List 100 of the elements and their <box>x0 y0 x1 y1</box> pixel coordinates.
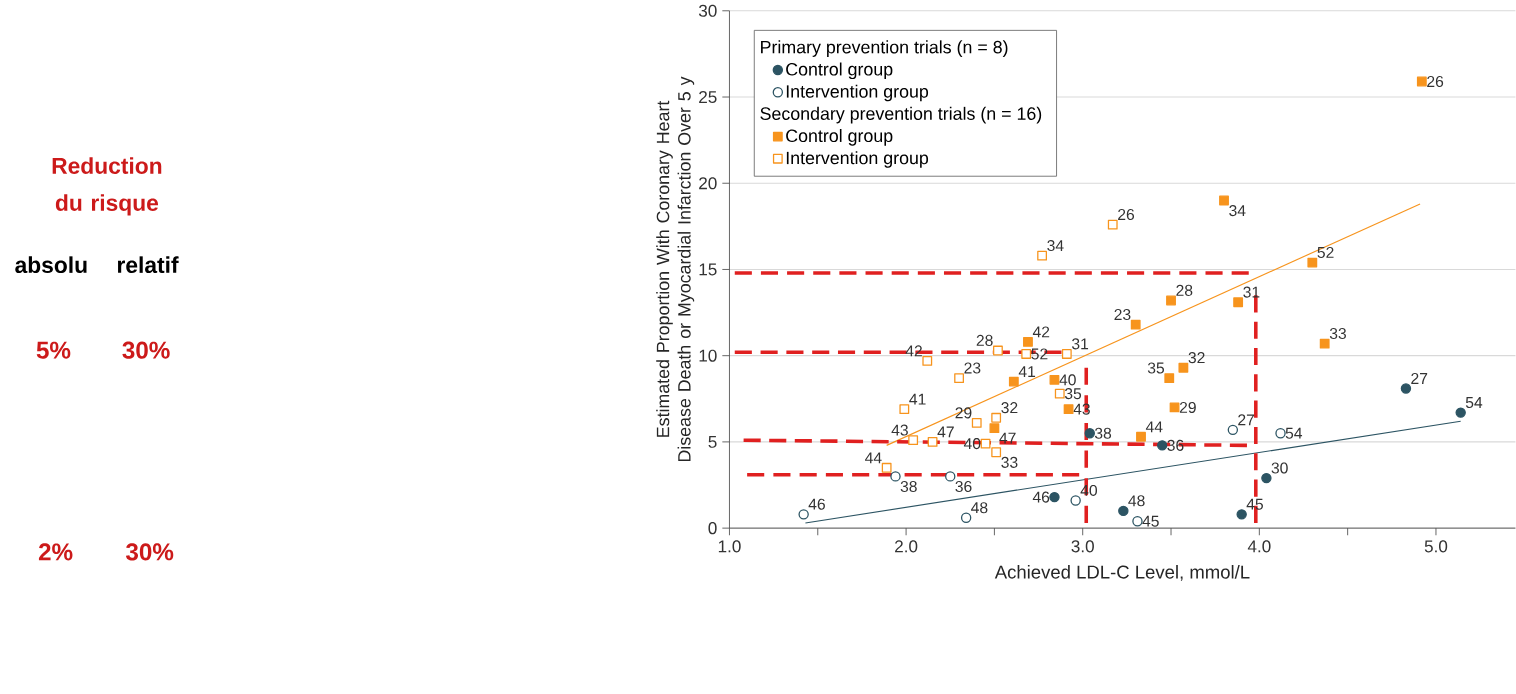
annotation: 26 <box>1427 76 1444 88</box>
y-tick-label: 25 <box>699 91 717 104</box>
y-axis-title: Estimated Proportion With Coronary Heart Disease Death or Myocardial Infarction Over 5 y <box>656 76 695 462</box>
annotation: 45 <box>1246 499 1263 510</box>
x-tick-label: 1.0 <box>718 540 741 553</box>
point <box>1227 424 1239 436</box>
point <box>1156 440 1168 451</box>
annotation: 43 <box>1073 403 1090 415</box>
annotation: 44 <box>1145 421 1163 433</box>
text: 5% <box>36 341 71 359</box>
annotation: 27 <box>1238 414 1255 426</box>
point <box>1049 492 1060 503</box>
text: Reduction du risque <box>52 157 162 216</box>
point <box>1021 349 1032 360</box>
point <box>1130 319 1141 330</box>
point <box>922 356 933 366</box>
y-tick-label: 15 <box>699 263 717 276</box>
x-axis-title: Achieved LDL-C Level, mmol/L <box>994 565 1250 581</box>
point <box>1132 516 1143 527</box>
x-tick-label: 4.0 <box>1247 540 1271 553</box>
annotation: 40 <box>1059 374 1076 386</box>
point <box>1118 505 1129 517</box>
point <box>1319 338 1330 349</box>
legend-label: Intervention group <box>786 84 929 102</box>
y-tick-label: 20 <box>699 177 717 190</box>
annotation: 38 <box>900 481 917 493</box>
point <box>1307 257 1318 268</box>
y-tick-label: 10 <box>699 349 717 362</box>
x-tick-label: 5.0 <box>1424 540 1448 553</box>
point <box>1236 509 1247 520</box>
annotation: 29 <box>1179 402 1196 414</box>
legend-label: Control group <box>786 129 893 146</box>
point <box>1107 219 1118 230</box>
annotation: 36 <box>1167 439 1184 452</box>
annotation: 32 <box>1188 352 1205 364</box>
point <box>908 435 919 446</box>
annotation: 31 <box>1243 286 1260 298</box>
annotation: 28 <box>976 335 993 347</box>
point <box>1054 388 1065 399</box>
text: 30% <box>125 543 174 561</box>
point <box>1261 473 1272 484</box>
annotation: 34 <box>1229 205 1246 217</box>
annotation: 42 <box>905 345 922 357</box>
annotation: 54 <box>1285 427 1303 439</box>
point <box>1136 431 1146 442</box>
x-tick-label: 2.0 <box>895 540 918 553</box>
y-tick-label: 5 <box>708 436 717 449</box>
annotation: 48 <box>1128 495 1145 507</box>
point <box>993 345 1003 356</box>
point <box>980 438 991 449</box>
annotation: 23 <box>964 362 981 374</box>
annotation: 48 <box>971 502 988 514</box>
annotation: 26 <box>1118 209 1135 221</box>
point <box>881 463 892 473</box>
annotation: 46 <box>808 498 825 510</box>
annotation: 33 <box>1329 328 1346 340</box>
annotation: 29 <box>955 407 972 419</box>
annotation: 35 <box>1064 388 1082 400</box>
point <box>899 404 910 415</box>
annotation: 44 <box>865 452 882 464</box>
point <box>890 471 901 482</box>
annotation: 31 <box>1071 338 1089 350</box>
annotation: 45 <box>1142 515 1159 527</box>
point <box>1084 428 1095 439</box>
point <box>960 512 972 524</box>
point <box>1455 407 1466 418</box>
x-tick-label: 3.0 <box>1071 540 1094 553</box>
annotation: Primary prevention trials (n = 8) <box>761 40 1008 58</box>
y-tick-label: 0 <box>708 522 717 535</box>
annotation: 28 <box>1176 285 1193 297</box>
annotation: 36 <box>955 481 972 493</box>
text: relatif <box>117 256 179 274</box>
point <box>1061 349 1072 360</box>
annotation: 41 <box>1018 366 1036 378</box>
point <box>1063 404 1074 415</box>
annotation: 33 <box>1001 456 1018 469</box>
point <box>991 413 1002 423</box>
point <box>1070 495 1081 506</box>
legend-label: Intervention group <box>786 151 929 168</box>
text: 30% <box>122 341 170 359</box>
annotation: Secondary prevention trials (n = 16) <box>760 107 1042 124</box>
point <box>1166 295 1176 306</box>
point <box>1037 250 1047 261</box>
point <box>1219 195 1229 206</box>
point <box>1233 297 1244 308</box>
annotation: 46 <box>1032 491 1050 503</box>
point <box>989 423 1000 434</box>
legend-label: Control group <box>786 62 893 80</box>
annotation: 30 <box>1271 462 1288 474</box>
point <box>991 447 1002 458</box>
point <box>1164 373 1175 384</box>
annotation: 38 <box>1094 427 1112 439</box>
annotation: 35 <box>1147 362 1165 374</box>
y-tick-label: 30 <box>698 4 717 17</box>
point <box>1023 337 1033 347</box>
annotation: 32 <box>1001 402 1018 414</box>
point <box>1049 375 1060 385</box>
point <box>1178 362 1189 373</box>
annotation: 27 <box>1411 373 1428 385</box>
annotation: 23 <box>1114 309 1131 321</box>
